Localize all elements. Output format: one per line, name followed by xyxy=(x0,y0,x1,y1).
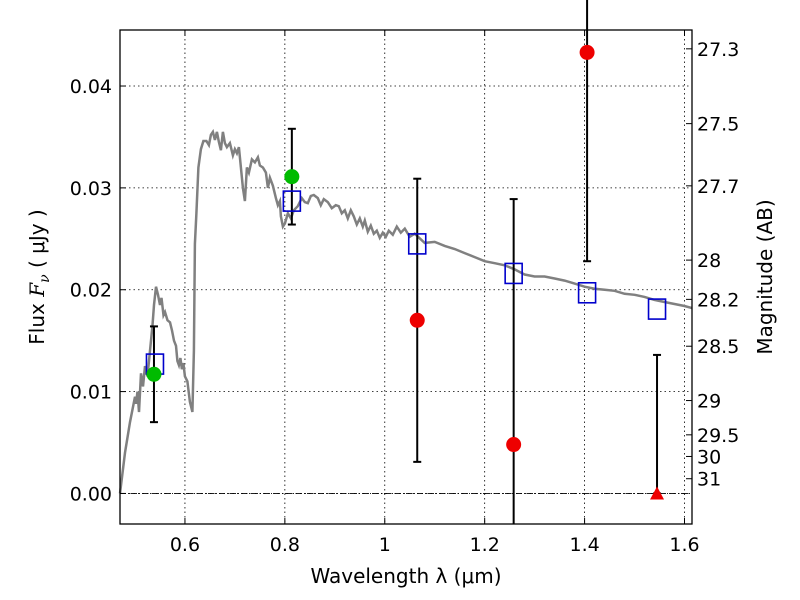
model-square-marker xyxy=(282,190,302,212)
flux-point-marker xyxy=(579,44,595,60)
y-tick-label: 0.01 xyxy=(70,382,112,404)
y-axis-label: Flux Fν ( μJy ) xyxy=(25,209,53,344)
x-tick-label: 1.2 xyxy=(470,534,500,556)
flux-point-marker xyxy=(146,366,162,382)
model-square-marker xyxy=(407,233,427,255)
flux-point-marker xyxy=(409,312,425,328)
magnitude-tick-label: 27.5 xyxy=(697,114,739,136)
axis-ticks: 0.6 0.8 1 1.2 1.4 1.6 0.00 0.01 0.02 0.03 0.04 27.3… xyxy=(70,30,739,556)
magnitude-tick-label: 28.5 xyxy=(697,336,739,358)
x-tick-label: 1.6 xyxy=(669,534,699,556)
model-square-marker xyxy=(504,262,523,285)
magnitude-tick-label: 29.5 xyxy=(697,425,739,447)
y-tick-label: 0.00 xyxy=(70,483,112,505)
x-tick-label: 0.8 xyxy=(270,534,300,556)
magnitude-tick-label: 28.2 xyxy=(697,289,739,311)
magnitude-tick-label: 31 xyxy=(697,469,721,491)
x-axis-label: Wavelength λ (μm) xyxy=(310,564,501,588)
plot-frame xyxy=(119,29,693,525)
flux-point-marker xyxy=(284,169,300,185)
y-tick-label: 0.04 xyxy=(70,76,112,98)
x-tick-label: 0.6 xyxy=(170,534,200,556)
data-markers xyxy=(145,44,667,500)
flux-point-marker xyxy=(506,437,522,453)
magnitude-tick-label: 29 xyxy=(697,391,721,413)
y-tick-label: 0.03 xyxy=(70,178,112,200)
magnitude-tick-label: 30 xyxy=(697,446,721,468)
magnitude-tick-label: 28 xyxy=(697,250,721,272)
grid-lines xyxy=(120,30,692,524)
x-tick-label: 1.4 xyxy=(569,534,599,556)
magnitude-axis-label: Magnitude (AB) xyxy=(753,199,777,354)
sed-model-curve xyxy=(118,128,693,494)
upper-limit-marker xyxy=(650,486,665,500)
y-tick-label: 0.02 xyxy=(70,280,112,302)
x-tick-label: 1 xyxy=(379,534,391,556)
model-square-marker xyxy=(577,281,597,304)
magnitude-tick-label: 27.7 xyxy=(697,176,739,198)
magnitude-tick-label: 27.3 xyxy=(697,39,739,61)
model-square-marker xyxy=(647,298,667,320)
